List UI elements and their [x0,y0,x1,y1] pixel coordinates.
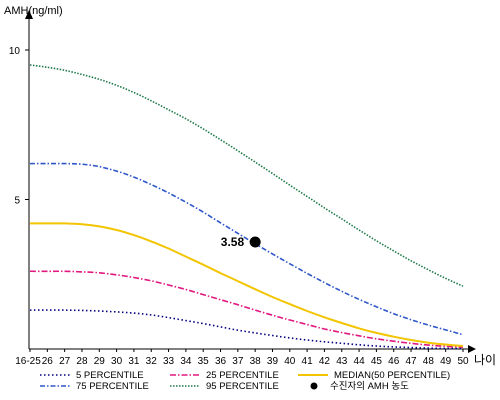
x-tick-label: 31 [128,356,140,367]
patient-point [249,236,261,248]
x-tick-label: 28 [76,356,88,367]
patient-point-label: 3.58 [221,235,245,249]
y-axis-arrow [25,10,33,19]
legend-label-1: 25 PERCENTILE [206,370,279,381]
x-tick-label: 48 [423,356,435,367]
legend: 5 PERCENTILE 25 PERCENTILE MEDIAN(50 PERCE… [40,370,450,392]
series-line-3 [29,162,464,336]
x-axis-label: 나이 [474,353,496,367]
y-tick-label: 5 [14,196,20,207]
x-axis-arrow [468,345,476,353]
legend-label-4: 95 PERCENTILE [206,381,279,392]
x-tick-label: 42 [319,356,331,367]
x-tick-label: 41 [302,356,314,367]
x-tick-label: 38 [250,356,262,367]
x-tick-label: 46 [388,356,400,367]
y-axis-label: AMH(ng/ml) [4,5,63,17]
x-ticks: 16-25 26 27 28 29 30 31 32 33 34 35 36 37 38 39 40 41 42 4… [15,349,469,367]
legend-label-3: 75 PERCENTILE [76,381,149,392]
x-tick-label: 50 [457,356,469,367]
x-tick-label: 49 [440,356,452,367]
y-ticks: 5 10 [9,46,29,207]
series-line-2 [29,222,464,347]
x-tick-label: 47 [405,356,417,367]
x-tick-label: 33 [163,356,175,367]
x-tick-label: 43 [336,356,348,367]
patient-marker: 3.58 [221,235,261,249]
x-tick-label: 32 [146,356,158,367]
series-line-1 [29,270,464,348]
x-tick-label: 34 [180,356,192,367]
x-tick-label: 44 [354,356,366,367]
series-line-0 [29,309,464,350]
legend-label-2: MEDIAN(50 PERCENTILE) [334,370,450,381]
legend-label-0: 5 PERCENTILE [76,370,144,381]
x-tick-label: 29 [94,356,106,367]
legend-point-label: 수진자의 AMH 농도 [330,381,409,392]
y-tick-label: 10 [9,46,21,57]
x-tick-label: 26 [42,356,54,367]
axes: AMH(ng/ml) 나이 [4,5,496,367]
series-lines [29,64,464,350]
series-line-4 [29,64,464,287]
x-tick-label: 39 [267,356,279,367]
x-tick-label: 36 [215,356,227,367]
x-tick-label: 37 [232,356,244,367]
x-tick-label: 30 [111,356,123,367]
x-tick-label: 16-25 [15,356,41,367]
x-tick-label: 27 [59,356,71,367]
x-tick-label: 40 [284,356,296,367]
legend-point-swatch [310,382,318,390]
x-tick-label: 45 [371,356,383,367]
x-tick-label: 35 [198,356,210,367]
